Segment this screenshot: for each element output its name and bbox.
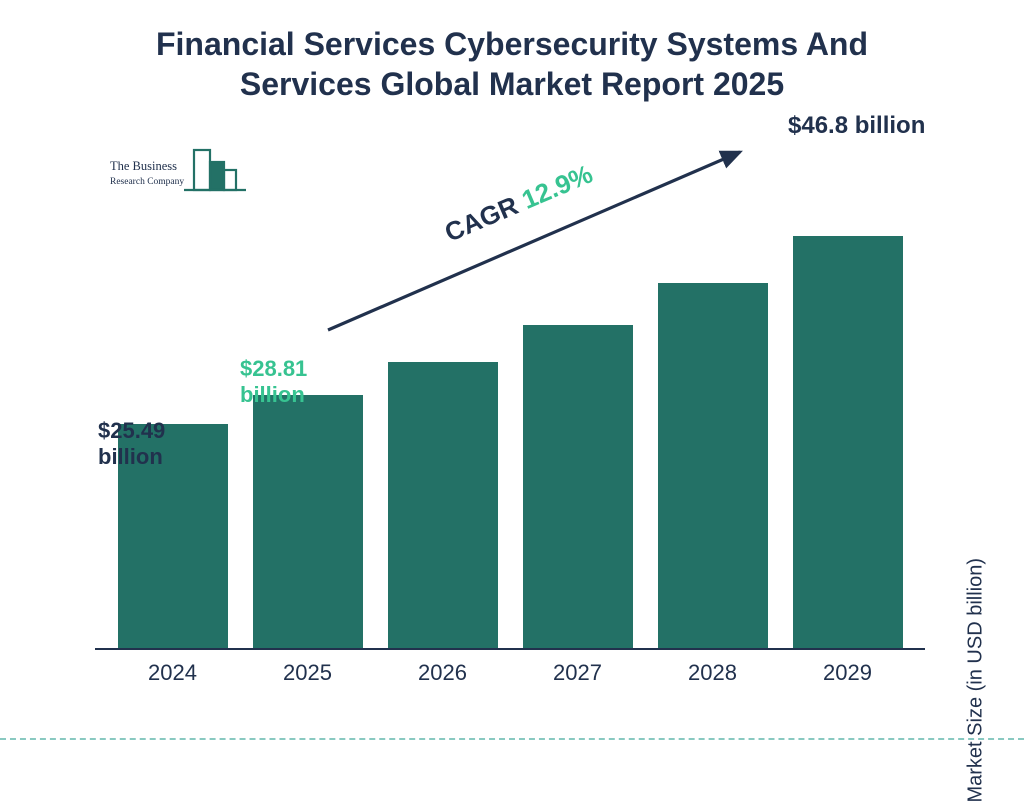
bar: [253, 395, 363, 648]
x-tick-label: 2027: [523, 654, 633, 690]
bar-column: [523, 325, 633, 648]
x-tick-label: 2028: [658, 654, 768, 690]
bar: [793, 236, 903, 648]
x-tick-label: 2026: [388, 654, 498, 690]
footer-dashed-line: [0, 738, 1024, 740]
bar: [658, 283, 768, 648]
bar-column: [793, 236, 903, 648]
value-label: $46.8 billion: [788, 112, 925, 141]
chart-title: Financial Services Cybersecurity Systems…: [0, 24, 1024, 104]
x-tick-label: 2025: [253, 654, 363, 690]
x-tick-label: 2024: [118, 654, 228, 690]
bar: [523, 325, 633, 648]
x-axis-labels: 2024 2025 2026 2027 2028 2029: [95, 654, 925, 690]
bar-column: [253, 395, 363, 648]
y-axis-label: Market Size (in USD billion): [965, 558, 988, 803]
x-axis-line: [95, 648, 925, 650]
value-label: $25.49 billion: [98, 418, 165, 471]
bar-column: [658, 283, 768, 648]
bar-column: [388, 362, 498, 648]
bar: [388, 362, 498, 648]
x-tick-label: 2029: [793, 654, 903, 690]
value-label: $28.81 billion: [240, 356, 307, 409]
